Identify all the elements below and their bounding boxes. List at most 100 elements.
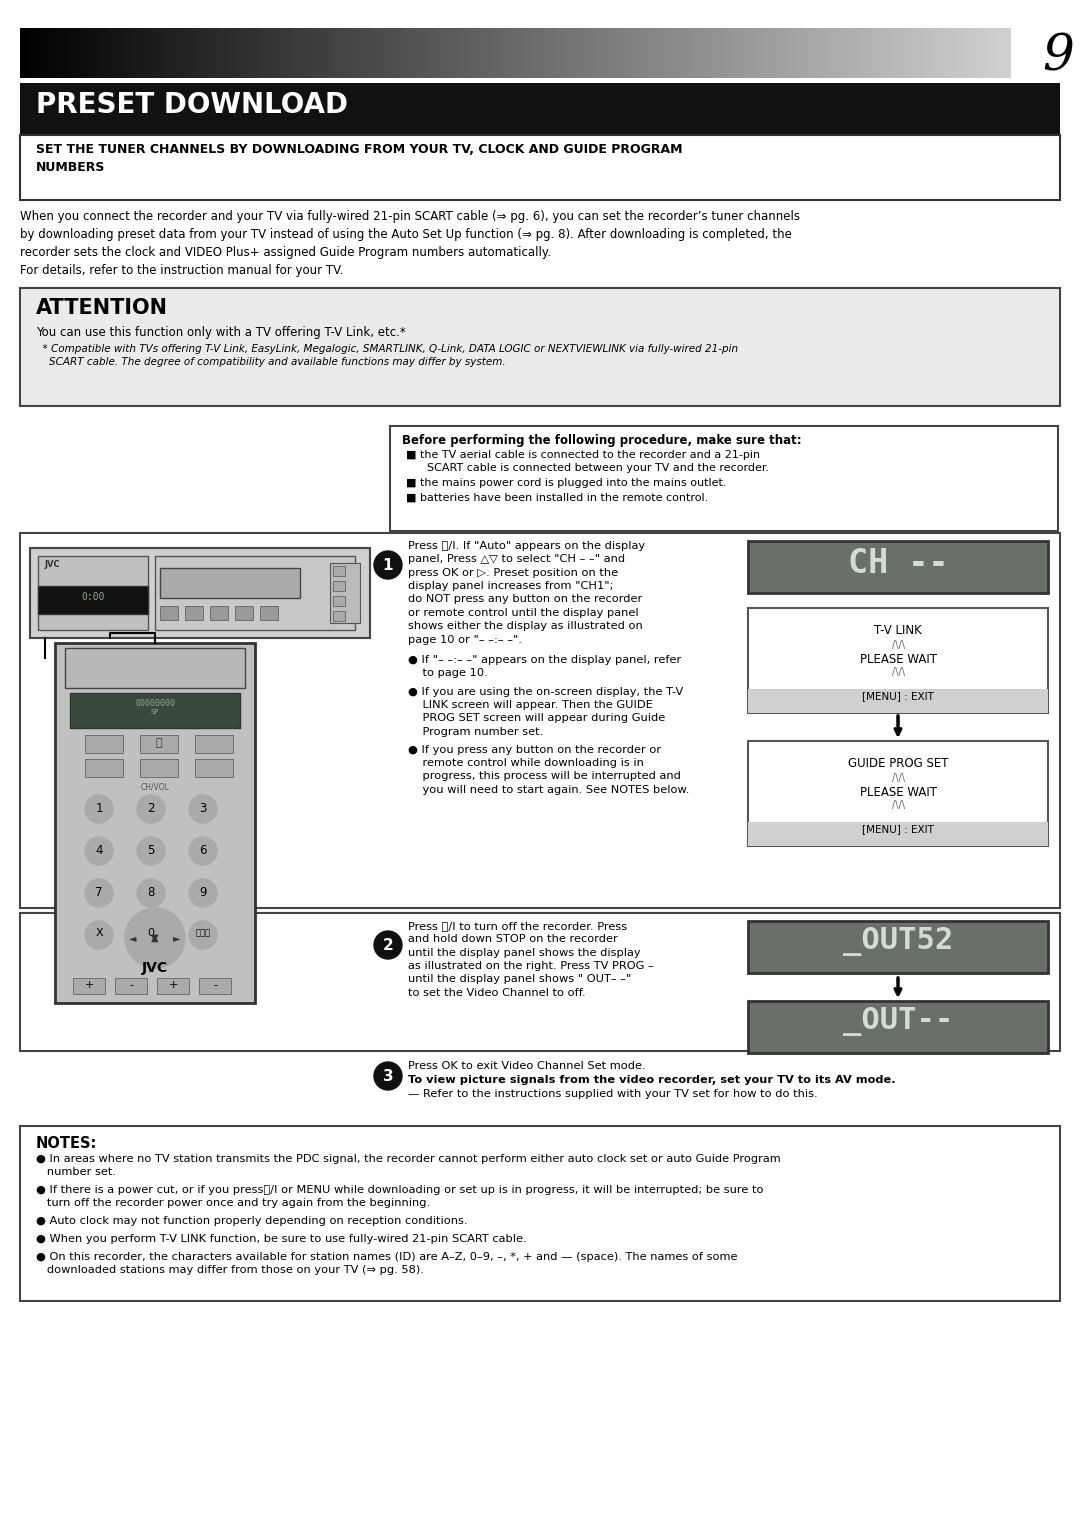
Text: [MENU] : EXIT: [MENU] : EXIT <box>862 824 934 835</box>
Bar <box>666 27 671 78</box>
Bar <box>713 27 717 78</box>
Bar <box>584 27 589 78</box>
Text: ● When you perform T-V LINK function, be sure to use fully-wired 21-pin SCART ca: ● When you perform T-V LINK function, be… <box>36 1235 527 1244</box>
Bar <box>872 27 876 78</box>
Bar <box>788 27 793 78</box>
Bar <box>796 27 800 78</box>
Bar <box>409 27 414 78</box>
Text: 4: 4 <box>95 844 103 858</box>
Circle shape <box>85 836 113 865</box>
Bar <box>459 27 463 78</box>
Text: ■ the TV aerial cable is connected to the recorder and a 21-pin
      SCART cabl: ■ the TV aerial cable is connected to th… <box>406 450 769 473</box>
Bar <box>380 27 384 78</box>
Bar <box>215 27 219 78</box>
Bar <box>159 27 163 78</box>
Bar <box>544 27 549 78</box>
Bar <box>921 27 926 78</box>
Text: _OUT--: _OUT-- <box>842 1007 954 1036</box>
Bar <box>838 27 842 78</box>
Bar <box>156 555 355 630</box>
Bar <box>680 27 685 78</box>
Bar <box>756 27 760 78</box>
Bar <box>162 27 166 78</box>
Bar <box>737 27 741 78</box>
Bar <box>462 27 467 78</box>
Bar <box>195 736 233 752</box>
Bar <box>1000 27 1004 78</box>
Bar <box>353 27 357 78</box>
Bar <box>835 27 839 78</box>
Bar <box>723 27 727 78</box>
Bar <box>318 27 322 78</box>
Bar <box>748 823 1048 845</box>
Bar <box>21 134 1059 200</box>
Bar <box>291 27 295 78</box>
Bar <box>241 27 245 78</box>
Bar <box>330 27 335 78</box>
Bar <box>588 27 592 78</box>
Circle shape <box>189 795 217 823</box>
Text: ▲: ▲ <box>151 932 159 943</box>
Bar <box>390 426 1058 531</box>
Bar <box>475 27 480 78</box>
Bar <box>366 27 370 78</box>
Text: ◄: ◄ <box>130 932 137 943</box>
Bar <box>86 27 91 78</box>
Bar <box>160 606 178 620</box>
Bar <box>809 27 813 78</box>
Bar <box>400 27 404 78</box>
Bar <box>356 27 361 78</box>
Bar <box>160 568 300 598</box>
Bar <box>85 736 123 752</box>
Bar <box>716 27 720 78</box>
Circle shape <box>374 931 402 958</box>
Bar <box>254 27 258 78</box>
Text: CH --: CH -- <box>848 546 948 580</box>
Bar <box>59 27 64 78</box>
Bar <box>960 27 964 78</box>
Circle shape <box>189 836 217 865</box>
Bar <box>575 27 579 78</box>
Bar <box>785 27 789 78</box>
Circle shape <box>374 551 402 578</box>
Bar <box>96 27 100 78</box>
Bar <box>502 27 507 78</box>
Bar <box>0 0 1080 55</box>
Bar <box>116 27 120 78</box>
Bar <box>875 27 879 78</box>
Bar <box>360 27 364 78</box>
Text: * Compatible with TVs offering T-V Link, EasyLink, Megalogic, SMARTLINK, Q-Link,: * Compatible with TVs offering T-V Link,… <box>36 343 738 368</box>
Bar <box>687 27 691 78</box>
Text: 00000000: 00000000 <box>135 699 175 708</box>
Bar <box>287 27 292 78</box>
Bar <box>363 27 367 78</box>
Text: 2: 2 <box>382 938 393 954</box>
Bar <box>85 758 123 777</box>
Bar <box>977 27 982 78</box>
Bar <box>63 27 67 78</box>
Text: Press OK to exit Video Channel Set mode.: Press OK to exit Video Channel Set mode. <box>408 1061 646 1071</box>
Text: 7: 7 <box>95 887 103 899</box>
Bar <box>997 27 1001 78</box>
Bar <box>429 27 433 78</box>
Bar <box>924 27 929 78</box>
Text: Press ⏻/I. If "Auto" appears on the display
panel, Press △▽ to select "CH – –" a: Press ⏻/I. If "Auto" appears on the disp… <box>408 542 645 644</box>
Bar <box>568 27 572 78</box>
Bar <box>505 27 510 78</box>
Bar <box>499 27 503 78</box>
Bar <box>114 978 147 993</box>
Bar <box>719 27 724 78</box>
Bar <box>753 27 757 78</box>
Bar <box>55 642 255 1003</box>
Text: 9: 9 <box>199 887 206 899</box>
Text: ● In areas where no TV station transmits the PDC signal, the recorder cannot per: ● In areas where no TV station transmits… <box>36 1154 781 1177</box>
Bar <box>684 27 688 78</box>
Bar <box>897 27 902 78</box>
Text: ■ batteries have been installed in the remote control.: ■ batteries have been installed in the r… <box>406 493 708 504</box>
Text: ►: ► <box>173 932 180 943</box>
Bar <box>432 27 436 78</box>
Bar <box>294 27 298 78</box>
Bar <box>228 27 232 78</box>
Bar <box>185 27 189 78</box>
Bar <box>706 27 711 78</box>
